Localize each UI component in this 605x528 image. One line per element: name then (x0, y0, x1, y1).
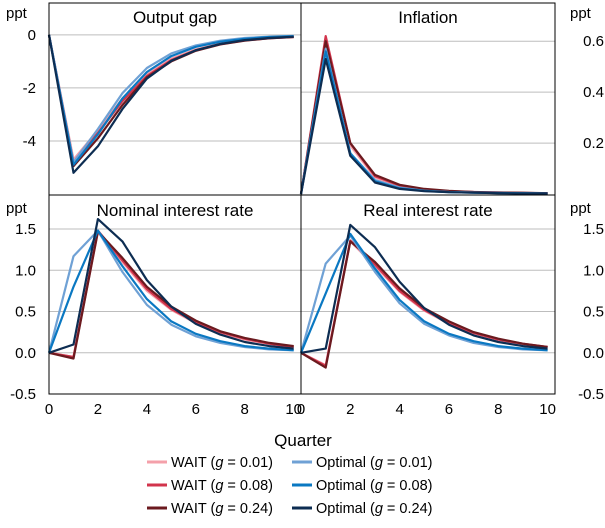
series-line (48, 230, 294, 360)
legend-label: WAIT (g = 0.24) (171, 501, 273, 517)
panel-title: Output gap (133, 8, 217, 27)
legend-label: Optimal (g = 0.01) (316, 455, 432, 471)
series-line (299, 34, 548, 195)
x-tick-label: 0 (45, 401, 53, 418)
panel-inflation: 0.6 0.4 0.2 Inflation (299, 8, 604, 195)
x-tick-label: 10 (285, 401, 302, 418)
series-line (299, 234, 548, 354)
series-line (47, 34, 294, 166)
series-line (48, 218, 294, 354)
x-tick-label: 4 (143, 401, 151, 418)
panel-title: Real interest rate (363, 201, 492, 220)
legend-label: Optimal (g = 0.08) (316, 478, 432, 494)
y-tick-label: -0.5 (10, 386, 36, 403)
series-line (299, 37, 548, 195)
x-tick-label: 8 (241, 401, 249, 418)
series-line (299, 57, 548, 195)
y-tick-label: 0.5 (15, 304, 36, 321)
series-line (47, 34, 294, 174)
y-tick-label: -2 (23, 80, 36, 97)
x-tick-label: 8 (494, 401, 502, 418)
legend-label: WAIT (g = 0.08) (171, 478, 273, 494)
unit-label: ppt (6, 5, 28, 22)
legend-item: Optimal (g = 0.01) (292, 455, 432, 471)
series-line (299, 40, 548, 195)
y-tick-label: 0.6 (583, 33, 604, 50)
x-tick-label: 0 (297, 401, 305, 418)
y-tick-label: 0.0 (583, 345, 604, 362)
panel-nominal-interest-rate: 1.5 1.0 0.5 0.0 -0.5 Nominal interest rate (10, 201, 301, 403)
x-tick-label: 2 (346, 401, 354, 418)
unit-label: ppt (570, 200, 592, 217)
panel-title: Nominal interest rate (97, 201, 254, 220)
y-tick-label: 1.0 (15, 262, 36, 279)
x-axis-label: Quarter (274, 431, 332, 450)
x-tick-label: 2 (94, 401, 102, 418)
x-tick-label: 6 (445, 401, 453, 418)
series-line (299, 50, 548, 195)
y-tick-label: 0.2 (583, 135, 604, 152)
legend-label: WAIT (g = 0.01) (171, 455, 273, 471)
series-line (299, 232, 548, 354)
y-tick-label: 0 (28, 27, 36, 44)
panel-output-gap: 0 -2 -4 Output gap (23, 8, 301, 174)
series-line (47, 229, 294, 354)
legend-item: WAIT (g = 0.01) (147, 455, 273, 471)
unit-label: ppt (570, 5, 592, 22)
x-tick-label: 4 (395, 401, 403, 418)
unit-label: ppt (6, 200, 28, 217)
plot-frame (48, 2, 556, 395)
y-tick-label: -0.5 (578, 386, 604, 403)
series-line (299, 47, 548, 195)
series-line (47, 34, 294, 164)
x-tick-label: 10 (539, 401, 556, 418)
panel-title: Inflation (398, 8, 458, 27)
series-line (300, 223, 548, 354)
panel-real-interest-rate: 1.5 1.0 0.5 0.0 -0.5 Real interest rate (299, 201, 604, 403)
legend-item: Optimal (g = 0.24) (292, 501, 432, 517)
y-tick-label: 1.5 (583, 221, 604, 238)
legend-item: WAIT (g = 0.24) (147, 501, 273, 517)
x-tick-label: 6 (192, 401, 200, 418)
y-tick-label: -4 (23, 133, 36, 150)
legend-item: Optimal (g = 0.08) (292, 478, 432, 494)
legend-label: Optimal (g = 0.24) (316, 501, 432, 517)
legend-item: WAIT (g = 0.08) (147, 478, 273, 494)
y-tick-label: 1.0 (583, 262, 604, 279)
y-tick-label: 0.5 (583, 304, 604, 321)
y-tick-label: 0.4 (583, 84, 604, 101)
y-tick-label: 0.0 (15, 345, 36, 362)
y-tick-label: 1.5 (15, 221, 36, 238)
